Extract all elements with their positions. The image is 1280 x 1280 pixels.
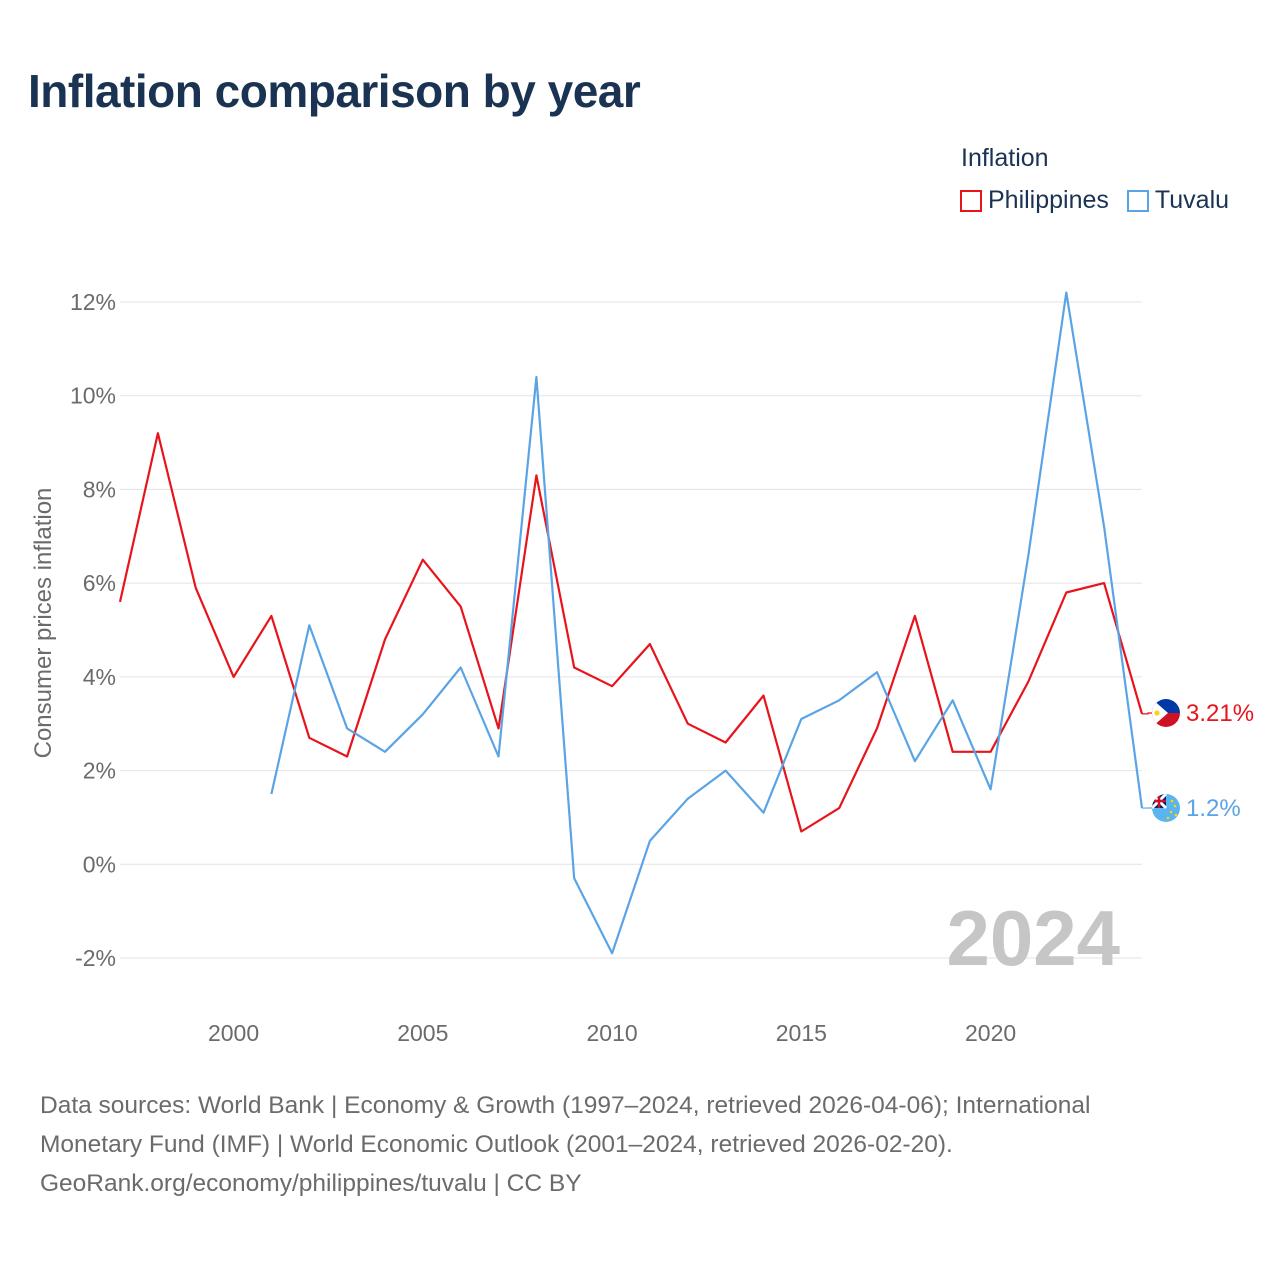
y-tick-label: -2% [75, 945, 116, 971]
y-tick-label: 12% [70, 289, 116, 315]
tuvalu-flag-icon [1152, 794, 1180, 822]
x-tick-label: 2000 [208, 1020, 259, 1046]
series-line-philippines[interactable] [118, 432, 1144, 833]
line-chart: -2% 0% 2% 4% 6% 8% 10% 12% 2000 2005 2010 2015 2020… [30, 289, 1254, 1046]
x-tick-label: 2015 [776, 1020, 827, 1046]
series-line-tuvalu[interactable] [270, 291, 1144, 955]
legend-label-philippines: Philippines [988, 186, 1109, 214]
legend: Philippines Tuvalu [960, 186, 1229, 215]
source-line-3[interactable]: GeoRank.org/economy/philippines/tuvalu |… [40, 1170, 582, 1197]
y-tick-label: 8% [83, 476, 116, 502]
legend-label-tuvalu: Tuvalu [1154, 186, 1230, 214]
y-tick-label: 0% [83, 851, 116, 877]
legend-swatch-tuvalu [1126, 189, 1149, 212]
year-watermark: 2024 [946, 894, 1120, 982]
y-tick-label: 6% [83, 570, 116, 596]
end-connector-philippines [1142, 712, 1152, 715]
legend-item-philippines[interactable]: Philippines [960, 186, 1109, 215]
x-tick-label: 2020 [965, 1020, 1016, 1046]
legend-swatch-philippines [960, 189, 982, 212]
source-line-2: Monetary Fund (IMF) | World Economic Out… [40, 1131, 953, 1158]
x-tick-label: 2005 [397, 1020, 448, 1046]
y-tick-label: 10% [70, 383, 116, 409]
legend-item-tuvalu[interactable]: Tuvalu [1126, 186, 1230, 215]
y-axis-label: Consumer prices inflation [30, 488, 57, 759]
legend-title: Inflation [961, 144, 1049, 172]
end-label-philippines: 3.21% [1186, 700, 1254, 727]
chart-title: Inflation comparison by year [28, 65, 641, 117]
y-tick-label: 4% [83, 664, 116, 690]
source-note: Data sources: World Bank | Economy & Gro… [40, 1086, 1220, 1203]
philippines-flag-icon [1152, 699, 1180, 727]
y-tick-label: 2% [83, 758, 116, 784]
end-label-tuvalu: 1.2% [1186, 795, 1241, 822]
x-tick-label: 2010 [586, 1020, 637, 1046]
source-line-1: Data sources: World Bank | Economy & Gro… [40, 1092, 1091, 1119]
